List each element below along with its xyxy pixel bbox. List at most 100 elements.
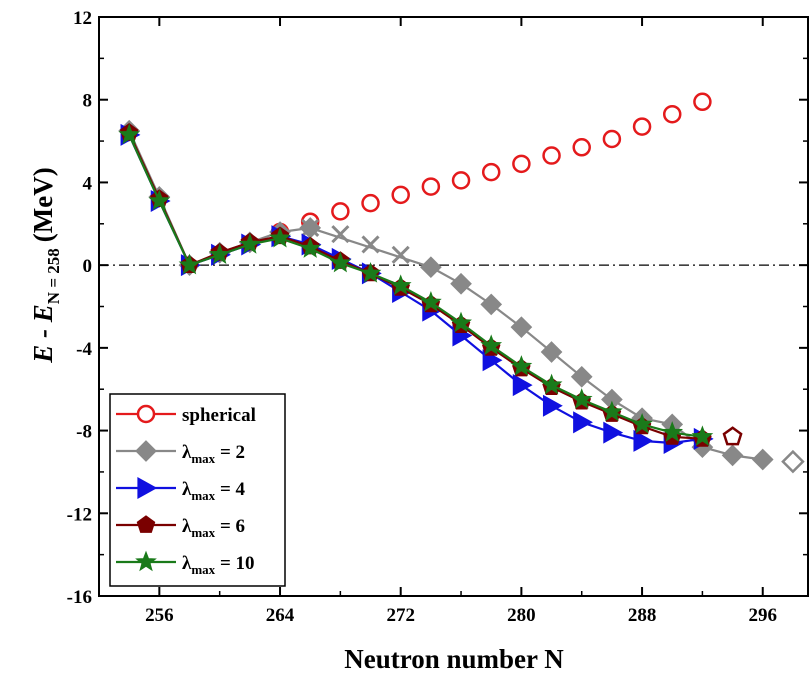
legend-label-main: λ <box>182 442 192 463</box>
series-1-data-point <box>721 444 744 467</box>
legend-label-main: λ <box>182 553 192 574</box>
series-4-data-point <box>299 237 322 258</box>
series-0-data-point <box>421 177 441 196</box>
legend-marker <box>137 476 158 500</box>
legend-label-tail: = 10 <box>215 553 254 574</box>
legend-marker <box>136 515 156 533</box>
series-0-data-point <box>451 171 471 190</box>
series-4-data-point <box>601 400 623 422</box>
legend-label-main: λ <box>182 516 192 537</box>
legend-entry: λmax = 4 <box>116 476 246 503</box>
series-2-data-point <box>573 411 593 434</box>
series-1-data-point <box>751 448 774 471</box>
y-tick-label: 0 <box>83 256 93 277</box>
series-4-data-point <box>269 226 291 248</box>
series-3-data-point <box>722 426 743 446</box>
legend-label: λmax = 10 <box>182 553 255 577</box>
series-4-data-point <box>208 243 231 265</box>
series-0-data-point <box>693 92 712 112</box>
series-0-data-point <box>391 185 410 205</box>
series-4-data-point <box>389 274 412 296</box>
y-axis-title-group: E - EN = 258 (MeV) <box>28 167 63 363</box>
series-2-data-point <box>512 374 533 397</box>
y-tick-label: -4 <box>76 339 92 360</box>
legend-label-main: spherical <box>182 405 256 426</box>
series-0-data-point <box>361 193 380 213</box>
series-0-data-point <box>512 154 531 174</box>
y-tick-label: 12 <box>73 8 92 29</box>
legend-label: λmax = 6 <box>182 516 245 540</box>
y-axis-title-subscript: N = 258 <box>44 248 63 304</box>
x-tick-label: 288 <box>628 605 657 626</box>
series-1-cross-point <box>331 225 350 244</box>
x-tick-label: 272 <box>386 605 415 626</box>
legend-label: λmax = 4 <box>182 479 246 503</box>
series-layer <box>118 92 805 474</box>
x-axis-title: Neutron number N <box>344 644 564 674</box>
legend-marker <box>136 404 156 424</box>
series-4-data-point <box>329 251 352 273</box>
series-4-data-point <box>238 233 261 254</box>
legend-marker <box>135 550 157 572</box>
series-4-data-point <box>178 253 201 275</box>
legend-label-main: λ <box>182 479 192 500</box>
legend-label-sub: max <box>191 488 215 503</box>
series-0-data-point <box>572 138 591 157</box>
series-4-data-point <box>570 388 593 409</box>
legend-label: λmax = 2 <box>182 442 245 466</box>
series-1-data-point <box>420 256 442 279</box>
svg-text:E - EN = 258(MeV): E - EN = 258 (MeV) <box>28 167 63 363</box>
series-1-cross-point <box>391 245 410 264</box>
series-line-3 <box>128 132 703 440</box>
series-2-data-point <box>542 394 563 417</box>
legend-label: spherical <box>182 405 256 426</box>
series-1-data-point <box>450 272 472 295</box>
series-4-data-point <box>691 425 714 447</box>
x-tick-label: 280 <box>507 605 536 626</box>
series-1-cross-point <box>361 235 380 254</box>
x-tick-label: 256 <box>145 605 174 626</box>
series-4-data-point <box>480 334 503 356</box>
y-tick-label: -8 <box>76 422 92 443</box>
legend-entry: λmax = 2 <box>116 440 245 466</box>
legend-label-tail: = 4 <box>215 479 245 500</box>
series-4 <box>118 123 714 447</box>
series-2-data-point <box>603 421 624 444</box>
series-0-data-point <box>662 104 682 124</box>
series-2-data-point <box>633 429 654 452</box>
legend-label-tail: = 6 <box>215 516 245 537</box>
series-0-data-point <box>481 162 501 182</box>
legend-entry: λmax = 6 <box>116 515 245 540</box>
series-0-data-point <box>542 146 561 165</box>
series-4-data-point <box>148 189 171 211</box>
series-1-data-point <box>781 449 805 474</box>
series-1-data-point <box>480 293 503 316</box>
series-1-data-point <box>540 341 563 363</box>
legend-marker <box>135 440 157 462</box>
y-tick-label: 8 <box>83 91 93 112</box>
axes-layer: 256 264 272 280 288 296 -16 -12 -8 -4 0 4 8 12 <box>67 8 809 626</box>
series-4-data-point <box>631 412 653 434</box>
y-tick-label: -12 <box>67 504 92 525</box>
x-tick-label: 264 <box>266 605 295 626</box>
series-0-data-point <box>331 202 350 221</box>
series-4-data-point <box>118 123 141 145</box>
series-0-data-point <box>632 117 652 136</box>
y-tick-label: 4 <box>83 173 93 194</box>
legend-label-sub: max <box>191 451 215 466</box>
series-1-data-point <box>510 316 533 339</box>
legend-label-tail: = 2 <box>215 442 245 463</box>
series-line-4 <box>128 134 703 438</box>
series-4-data-point <box>510 355 533 376</box>
legend-label-sub: max <box>191 525 215 540</box>
legend-label-sub: max <box>191 562 215 577</box>
series-1-data-point <box>570 365 593 388</box>
legend-entry: spherical <box>116 404 256 426</box>
series-4-data-point <box>420 290 442 312</box>
y-tick-label: -16 <box>67 587 92 608</box>
series-0 <box>270 92 712 242</box>
series-0-data-point <box>602 129 622 149</box>
series-4-data-point <box>661 421 684 442</box>
